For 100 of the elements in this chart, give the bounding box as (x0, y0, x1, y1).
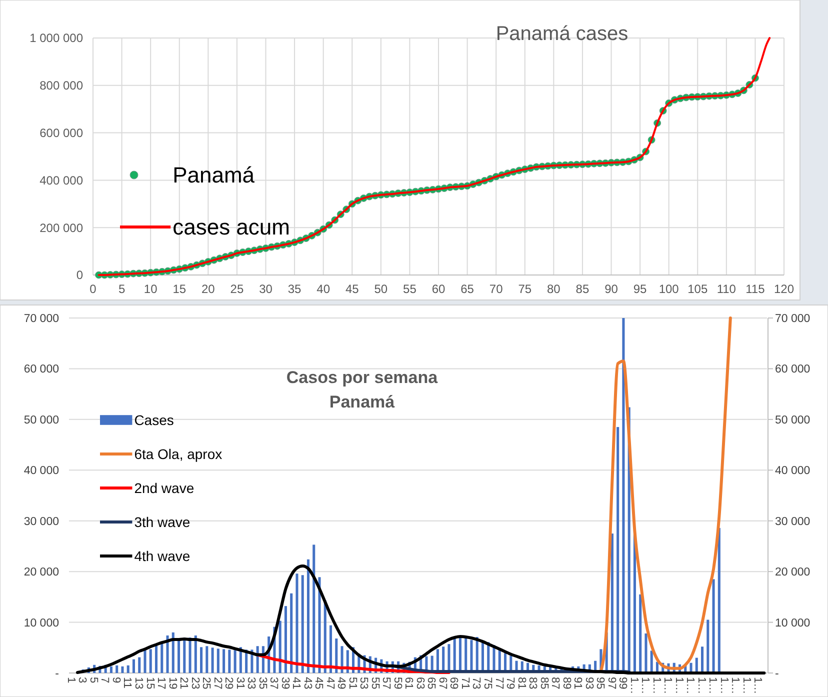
bar (216, 648, 220, 673)
x-tick-label: 19 (166, 677, 178, 690)
y2-tick-label: 40 000 (775, 465, 810, 478)
x-tick-label: 27 (211, 677, 224, 690)
x-tick-label: 89 (560, 677, 572, 690)
y2-tick-label: - (775, 668, 779, 680)
x-tick-label: 73 (470, 677, 482, 690)
bar (166, 635, 169, 673)
bar (701, 646, 704, 673)
bar (110, 666, 112, 673)
x-tick-label: 5 (118, 282, 126, 296)
bar (116, 665, 118, 673)
x-tick-label: 100 (658, 282, 680, 296)
y-tick-label: 20 000 (24, 566, 59, 579)
bar (206, 646, 208, 673)
y2-tick-label: 50 000 (775, 414, 810, 426)
bar (639, 594, 642, 673)
y-tick-label: 50 000 (24, 414, 59, 426)
x-tick-label: 1… (639, 677, 652, 694)
x-tick-label: 51 (346, 677, 358, 690)
x-tick-label: 83 (526, 677, 539, 690)
x-tick-label: 23 (188, 677, 201, 690)
x-tick-label: 65 (460, 282, 474, 296)
legend-label: 2nd wave (134, 480, 194, 496)
x-tick-label: 91 (572, 677, 584, 690)
bar (211, 648, 214, 673)
y-tick-label: - (55, 668, 60, 680)
legend-label: Panamá (172, 162, 256, 188)
bar (335, 638, 338, 673)
x-tick-label: 90 (604, 282, 618, 296)
x-tick-label: 45 (312, 677, 325, 690)
x-tick-label: 60 (432, 282, 446, 296)
x-tick-label: 57 (380, 677, 392, 690)
x-tick-label: 110 (716, 282, 736, 296)
bar (228, 650, 231, 673)
bar (284, 606, 287, 673)
x-tick-label: 25 (230, 282, 244, 296)
x-tick-label: 31 (234, 677, 246, 690)
bar (149, 649, 152, 673)
x-tick-label: 5 (87, 677, 100, 684)
line-series (599, 316, 732, 673)
x-tick-label: 75 (518, 282, 532, 296)
x-tick-label: 63 (414, 677, 426, 690)
x-tick-label: 37 (268, 677, 280, 690)
x-tick-label: 7 (98, 677, 111, 684)
bar (160, 642, 164, 673)
x-tick-label: 1… (752, 677, 764, 694)
x-tick-label: 105 (688, 282, 708, 296)
x-tick-label: 81 (515, 677, 528, 690)
x-tick-label: 1… (740, 677, 752, 694)
x-tick-label: 35 (288, 282, 302, 296)
legend-label: 4th wave (134, 548, 190, 564)
y-tick-label: 0 (76, 268, 84, 282)
x-tick-label: 30 (259, 282, 273, 296)
x-tick-label: 1… (695, 677, 708, 694)
x-tick-label: 40 (316, 282, 330, 296)
y-tick-label: 400 000 (40, 173, 84, 188)
x-tick-label: 99 (616, 677, 629, 690)
y-tick-label: 1 000 000 (30, 31, 84, 46)
legend-label: cases acum (172, 214, 290, 240)
x-tick-label: 20 (201, 282, 216, 296)
x-tick-label: 3 (76, 677, 88, 684)
bar (706, 620, 710, 673)
x-tick-label: 85 (538, 677, 550, 690)
x-tick-label: 59 (391, 677, 404, 690)
x-tick-label: 0 (90, 282, 97, 296)
bar (290, 593, 293, 673)
x-tick-label: 15 (144, 677, 156, 690)
y2-tick-label: 70 000 (775, 313, 810, 326)
y-tick-label: 800 000 (40, 78, 84, 93)
y-tick-label: 10 000 (24, 617, 59, 630)
x-tick-label: 55 (403, 282, 417, 296)
bar (312, 544, 316, 673)
x-tick-label: 1… (662, 677, 674, 694)
y2-tick-label: 60 000 (775, 364, 810, 376)
text: Casos por semana Panamá (286, 368, 438, 412)
line-series (76, 564, 766, 674)
x-tick-label: 41 (290, 677, 302, 690)
x-tick-label: 55 (368, 677, 381, 690)
bar (301, 575, 304, 673)
bar (712, 579, 715, 673)
x-tick-label: 93 (582, 677, 595, 690)
x-tick-label: 67 (436, 677, 448, 690)
bar (318, 577, 321, 673)
x-tick-label: 65 (425, 677, 438, 690)
bar (154, 644, 158, 673)
bar (296, 574, 298, 673)
bar (222, 649, 226, 673)
x-tick-label: 1… (729, 677, 742, 694)
x-tick-label: 25 (200, 677, 212, 690)
y-tick-label: 60 000 (24, 364, 59, 376)
bar (278, 620, 282, 673)
x-tick-label: 1… (650, 677, 662, 694)
x-tick-label: 77 (492, 677, 505, 690)
x-tick-label: 1… (672, 677, 685, 694)
x-tick-label: 80 (546, 282, 561, 296)
bar (194, 635, 197, 673)
y-tick-label: 30 000 (24, 516, 59, 528)
bar (126, 665, 130, 673)
x-tick-label: 115 (746, 282, 766, 296)
